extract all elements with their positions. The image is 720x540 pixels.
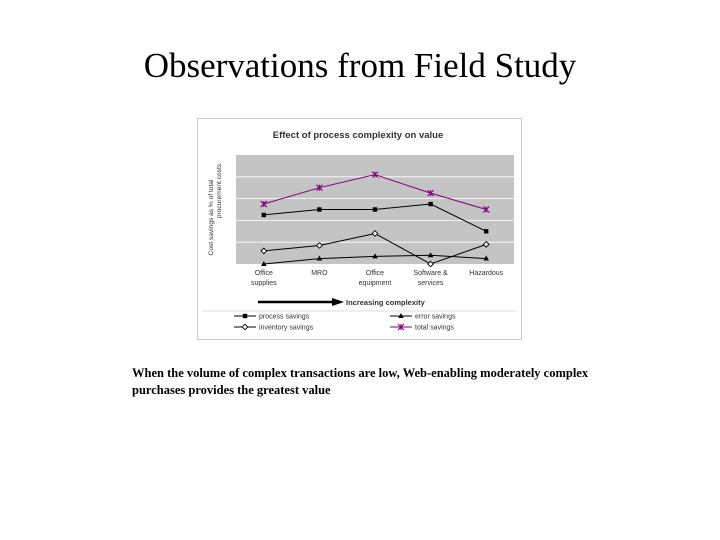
slide-caption: When the volume of complex transactions … xyxy=(132,366,589,397)
x-tick-label: Hazardous xyxy=(469,270,503,277)
data-point-inventory-savings xyxy=(260,247,268,255)
data-point-inventory-savings xyxy=(315,242,323,249)
x-tick-label: Office xyxy=(255,270,273,277)
data-point-error-savings xyxy=(427,252,434,258)
legend-marker-process-savings xyxy=(242,313,248,319)
legend-label-total-savings: total savings xyxy=(415,325,454,332)
data-point-process-savings xyxy=(261,212,266,218)
x-tick-label: equipment xyxy=(359,280,392,287)
x-tick-label: Office xyxy=(366,270,384,277)
data-point-inventory-savings xyxy=(371,230,379,237)
data-point-error-savings xyxy=(316,255,323,261)
x-tick-label: supplies xyxy=(251,280,277,287)
data-point-error-savings xyxy=(372,253,378,259)
chart-figure: Effect of process complexity on value Cos… xyxy=(197,118,522,340)
legend-label-inventory-savings: inventory savings xyxy=(259,325,314,332)
y-axis-label-line-1: Cost savings as % of total xyxy=(208,179,215,255)
legend-marker-inventory-savings xyxy=(241,323,249,331)
x-axis-label: Increasing complexity xyxy=(346,298,426,307)
data-point-process-savings xyxy=(428,201,433,207)
x-tick-label: services xyxy=(418,280,444,287)
data-point-process-savings xyxy=(372,207,378,212)
chart-title: Effect of process complexity on value xyxy=(273,130,444,141)
line-chart: Effect of process complexity on value Cos… xyxy=(202,130,517,332)
data-point-error-savings xyxy=(261,261,267,266)
x-tick-label: Software & xyxy=(413,270,448,277)
data-point-inventory-savings xyxy=(482,240,490,248)
legend-label-error-savings: error savings xyxy=(415,314,456,321)
x-tick-label: MRO xyxy=(311,270,328,277)
legend-marker-error-savings xyxy=(398,313,404,318)
data-point-process-savings xyxy=(317,207,322,212)
data-point-process-savings xyxy=(484,229,489,234)
complexity-arrow-head xyxy=(332,298,344,306)
data-point-error-savings xyxy=(483,255,489,261)
legend-label-process-savings: process savings xyxy=(259,314,310,321)
data-point-inventory-savings xyxy=(427,260,435,268)
slide-title: Observations from Field Study xyxy=(143,46,577,85)
y-axis-label-line-2: procurement costs xyxy=(216,163,223,218)
